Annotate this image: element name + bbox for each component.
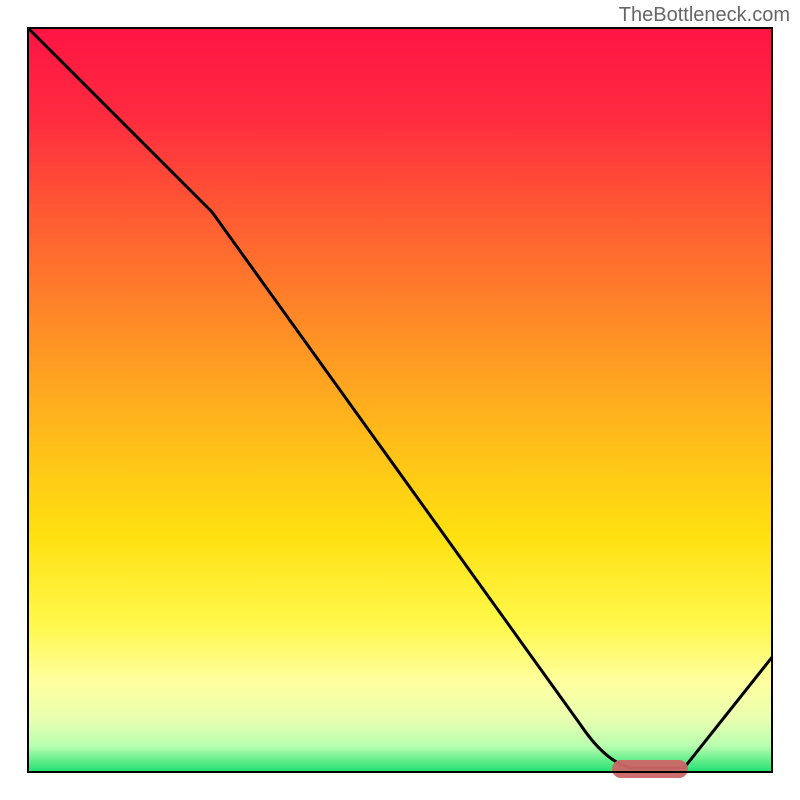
bottleneck-chart: TheBottleneck.com [0, 0, 800, 800]
chart-svg [0, 0, 800, 800]
watermark-text: TheBottleneck.com [619, 4, 790, 27]
optimal-marker [612, 760, 688, 778]
